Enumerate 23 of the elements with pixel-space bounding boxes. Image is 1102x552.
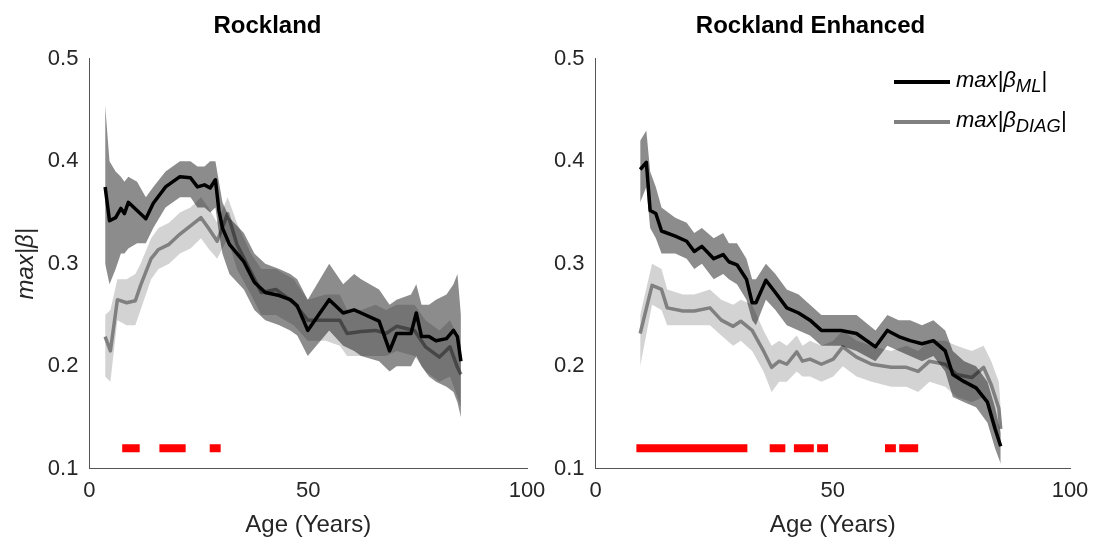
y-tick-label: 0.5 bbox=[47, 44, 79, 70]
x-tick-label: 100 bbox=[1051, 477, 1089, 503]
x-axis-title: Age (Years) bbox=[769, 510, 896, 538]
y-tick-label: 0.5 bbox=[553, 44, 585, 70]
y-tick-label: 0.4 bbox=[47, 147, 79, 173]
chart-title: Rockland Enhanced bbox=[695, 11, 926, 39]
y-tick-label: 0.3 bbox=[553, 249, 585, 275]
y-tick-label: 0.4 bbox=[553, 147, 585, 173]
legend-label: max|β$_{DIAG}$| bbox=[956, 107, 1067, 138]
y-tick-label: 0.2 bbox=[553, 352, 585, 378]
y-axis-title: max|β| bbox=[11, 228, 39, 300]
y-tick-label: 0.1 bbox=[47, 454, 79, 480]
x-tick-label: 50 bbox=[820, 477, 846, 503]
legend-label: max|β$_{ML}$| bbox=[956, 66, 1048, 98]
y-tick-label: 0.1 bbox=[553, 454, 585, 480]
y-tick-label: 0.3 bbox=[47, 249, 79, 275]
x-tick-label: 50 bbox=[295, 477, 321, 503]
x-axis-title: Age (Years) bbox=[245, 510, 372, 538]
x-tick-label: 0 bbox=[83, 477, 96, 503]
x-tick-label: 0 bbox=[589, 477, 602, 503]
chart-title: Rockland bbox=[213, 11, 322, 39]
x-tick-label: 100 bbox=[508, 477, 546, 503]
y-tick-label: 0.2 bbox=[47, 352, 79, 378]
